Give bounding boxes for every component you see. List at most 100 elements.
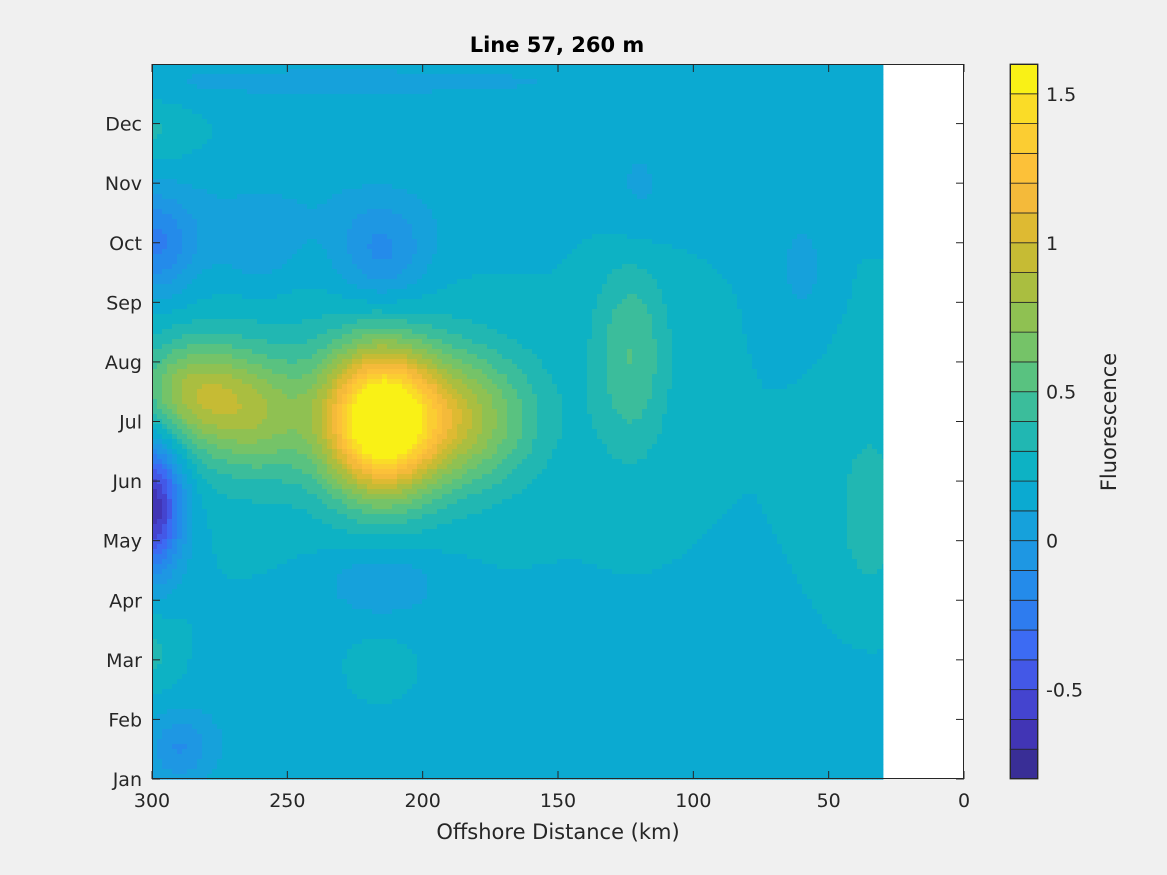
contour-cell (187, 99, 193, 105)
contour-cell (462, 189, 468, 195)
contour-cell (717, 169, 723, 175)
contour-cell (377, 164, 383, 170)
contour-cell (852, 164, 858, 170)
contour-cell (812, 229, 818, 235)
contour-cell (412, 114, 418, 120)
contour-cell (372, 189, 378, 195)
contour-cell (817, 159, 823, 165)
contour-cell (767, 69, 773, 75)
contour-cell (842, 179, 848, 185)
contour-cell (277, 79, 283, 85)
contour-cell (247, 204, 253, 210)
contour-cell (647, 199, 653, 205)
contour-cell (587, 209, 593, 215)
contour-cell (472, 114, 478, 120)
contour-cell (317, 174, 323, 180)
contour-cell (312, 204, 318, 210)
contour-cell (472, 129, 478, 135)
contour-cell (272, 224, 278, 230)
contour-cell (832, 94, 838, 100)
contour-cell (477, 99, 483, 105)
contour-cell (757, 199, 763, 205)
contour-cell (207, 209, 213, 215)
contour-cell (687, 194, 693, 200)
contour-cell (602, 179, 608, 185)
contour-cell (622, 119, 628, 125)
contour-cell (767, 134, 773, 140)
contour-cell (837, 129, 843, 135)
contour-cell (387, 189, 393, 195)
contour-cell (422, 69, 428, 75)
contour-cell (627, 99, 633, 105)
contour-cell (322, 194, 328, 200)
contour-cell (597, 204, 603, 210)
contour-cell (177, 109, 183, 115)
contour-cell (572, 114, 578, 120)
contour-cell (602, 149, 608, 155)
contour-cell (477, 94, 483, 100)
contour-cell (357, 114, 363, 120)
contour-cell (742, 179, 748, 185)
contour-cell (377, 94, 383, 100)
contour-cell (167, 84, 173, 90)
contour-cell (862, 109, 868, 115)
contour-cell (757, 129, 763, 135)
contour-cell (597, 129, 603, 135)
contour-cell (352, 89, 358, 95)
contour-cell (407, 109, 413, 115)
contour-cell (352, 144, 358, 150)
contour-cell (237, 184, 243, 190)
contour-cell (327, 204, 333, 210)
contour-cell (552, 99, 558, 105)
contour-cell (607, 144, 613, 150)
contour-cell (422, 199, 428, 205)
contour-cell (872, 84, 878, 90)
contour-cell (597, 134, 603, 140)
contour-cell (212, 69, 218, 75)
contour-cell (382, 129, 388, 135)
contour-cell (707, 229, 713, 235)
contour-cell (687, 69, 693, 75)
contour-cell (217, 134, 223, 140)
contour-cell (757, 104, 763, 110)
contour-cell (682, 99, 688, 105)
contour-cell (407, 129, 413, 135)
contour-cell (222, 184, 228, 190)
contour-cell (602, 219, 608, 225)
contour-cell (657, 124, 663, 130)
contour-cell (267, 204, 273, 210)
contour-cell (562, 169, 568, 175)
contour-cell (682, 199, 688, 205)
contour-cell (757, 89, 763, 95)
contour-cell (412, 84, 418, 90)
contour-cell (657, 79, 663, 85)
contour-cell (252, 219, 258, 225)
contour-cell (407, 164, 413, 170)
contour-cell (772, 164, 778, 170)
contour-cell (662, 94, 668, 100)
contour-cell (822, 169, 828, 175)
contour-cell (692, 99, 698, 105)
contour-cell (282, 154, 288, 160)
contour-cell (722, 199, 728, 205)
contour-cell (782, 204, 788, 210)
contour-cell (792, 179, 798, 185)
contour-cell (392, 129, 398, 135)
contour-cell (742, 134, 748, 140)
contour-cell (867, 149, 873, 155)
contour-cell (682, 174, 688, 180)
contour-cell (257, 94, 263, 100)
contour-cell (687, 84, 693, 90)
contour-cell (407, 224, 413, 230)
contour-cell (797, 149, 803, 155)
contour-cell (257, 114, 263, 120)
contour-cell (282, 159, 288, 165)
contour-cell (682, 189, 688, 195)
contour-cell (647, 134, 653, 140)
contour-cell (187, 214, 193, 220)
contour-cell (467, 169, 473, 175)
contour-cell (552, 154, 558, 160)
contour-cell (432, 79, 438, 85)
contour-cell (802, 79, 808, 85)
contour-cell (732, 169, 738, 175)
